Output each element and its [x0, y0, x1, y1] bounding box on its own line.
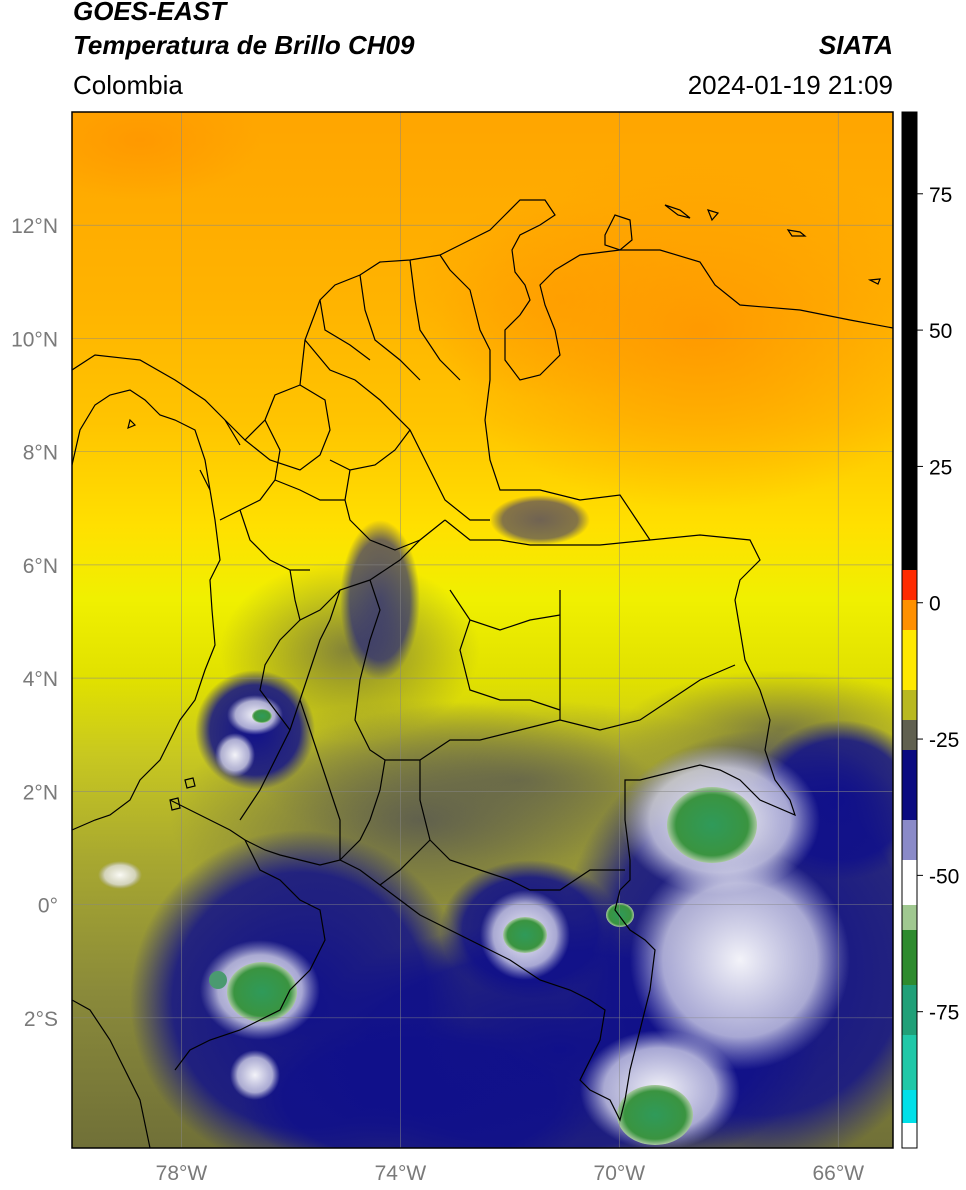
colorbar-tick-label: 25 [929, 456, 952, 479]
region-label: Colombia [73, 70, 183, 100]
colorbar-tick-label: -25 [929, 729, 959, 752]
colorbar-tick-label: -75 [929, 1002, 959, 1025]
lat-tick-label: 0° [38, 895, 58, 918]
colorbar-light-green-band [902, 905, 917, 930]
lat-tick-label: 10°N [11, 328, 58, 351]
colorbar-green-band [902, 930, 917, 985]
colorbar [901, 111, 918, 1149]
colorbar-tick-label: 75 [929, 184, 952, 207]
datetime-label: 2024-01-19 21:09 [687, 70, 893, 100]
map-frame [71, 111, 894, 1149]
lat-tick-label: 4°N [23, 668, 58, 691]
colorbar-frame [901, 111, 918, 1149]
lat-tick-label: 2°S [24, 1008, 58, 1031]
colorbar-seagreen-band [902, 985, 917, 1035]
colorbar-ticks: 75 50 25 0 -25 -50 -75 [917, 184, 959, 1025]
boundary-lines [72, 199, 893, 1148]
colorbar-olive-band [902, 690, 917, 720]
longitude-labels: 78°W 74°W 70°W 66°W [156, 1162, 865, 1185]
organization-label: SIATA [818, 30, 893, 60]
brightness-temperature-field [72, 112, 893, 1148]
colorbar-lavender-band [902, 820, 917, 860]
product-title: Temperatura de Brillo CH09 [73, 30, 415, 60]
lon-tick-label: 78°W [156, 1162, 208, 1185]
colorbar-black-band [902, 112, 917, 570]
latitude-labels: 12°N 10°N 8°N 6°N 4°N 2°N 0° 2°S [11, 215, 58, 1031]
colorbar-teal-band [902, 1035, 917, 1090]
lat-tick-label: 2°N [23, 781, 58, 804]
lat-tick-label: 12°N [11, 215, 58, 238]
colorbar-cyan-band [902, 1090, 917, 1123]
lat-tick-label: 6°N [23, 555, 58, 578]
satellite-title: GOES-EAST [73, 0, 227, 26]
lat-tick-label: 8°N [23, 442, 58, 465]
colorbar-yellow-band [902, 630, 917, 690]
colorbar-tick-label: -50 [929, 865, 959, 888]
colorbar-red-band [902, 570, 917, 600]
colorbar-navy-band [902, 750, 917, 820]
colorbar-orange-band [902, 600, 917, 630]
lon-tick-label: 66°W [812, 1162, 864, 1185]
colorbar-tick-label: 50 [929, 320, 952, 343]
colorbar-bottom-band [902, 1123, 917, 1148]
gridlines [72, 112, 893, 1148]
colorbar-tick-label: 0 [929, 593, 941, 616]
colorbar-gray-band [902, 720, 917, 750]
lon-tick-label: 74°W [375, 1162, 427, 1185]
lon-tick-label: 70°W [594, 1162, 646, 1185]
colorbar-white-band [902, 860, 917, 905]
